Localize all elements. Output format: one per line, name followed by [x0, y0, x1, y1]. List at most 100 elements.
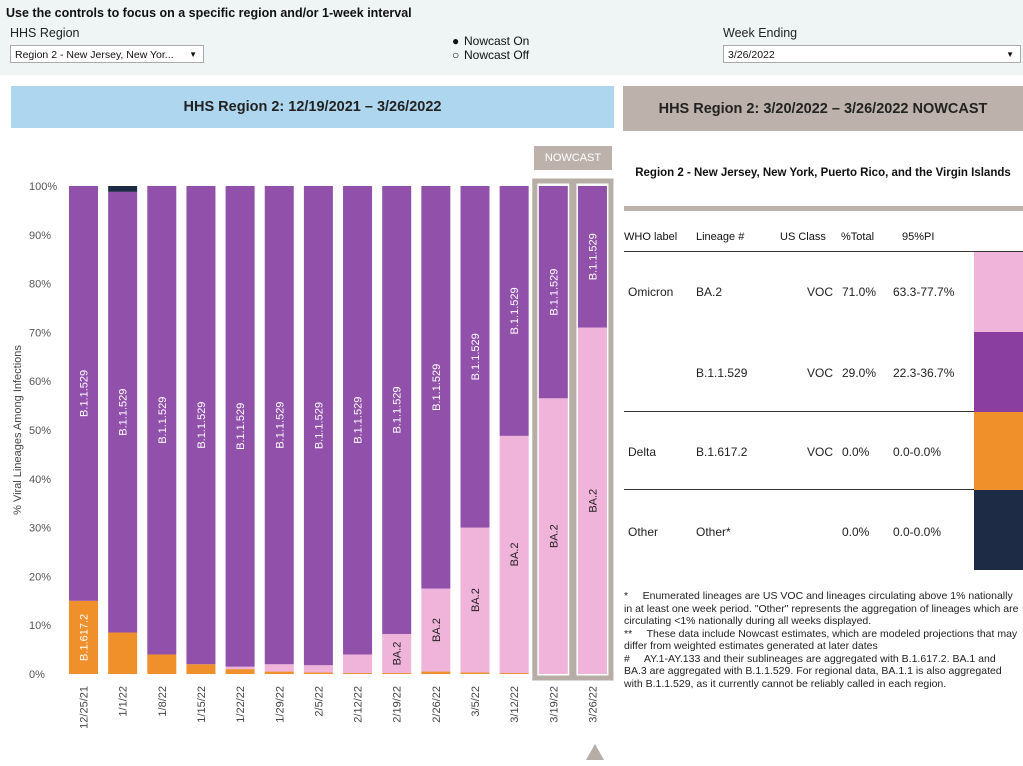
bar-segment-ba-2 [382, 633, 412, 674]
bar-label: B.1.617.2 [79, 614, 91, 661]
y-tick-label: 50% [29, 425, 51, 437]
y-axis-title: % Viral Lineages Among Infections [12, 345, 24, 515]
bar-segment-b-1-617-2 [69, 600, 98, 674]
bar-segment-ba-2 [499, 435, 529, 674]
row-us-class: VOC [807, 285, 834, 299]
y-tick-label: 60% [29, 376, 51, 388]
bar-label: B.1.1.529 [196, 402, 208, 449]
bar-label: B.1.1.529 [118, 389, 130, 436]
bar-label: B.1.1.529 [392, 386, 404, 433]
bar-label: B.1.1.529 [235, 403, 247, 450]
bar-label: BA.2 [392, 642, 404, 666]
row-pi: 22.3-36.7% [893, 366, 955, 380]
bar-segment-ba-2 [225, 666, 255, 670]
nowcast-tag-label: NOWCAST [544, 152, 602, 164]
bar-segment-ba-2 [303, 665, 333, 673]
row-pct: 0.0% [842, 445, 870, 459]
radio-unselected-icon: ○ [452, 48, 460, 62]
week-label: Week Ending [723, 26, 798, 40]
bar-label: B.1.1.529 [509, 287, 521, 334]
bar-segment-b-1-1-529 [421, 186, 451, 589]
bar-label: BA.2 [431, 618, 443, 642]
nowcast-on-label: Nowcast On [464, 34, 530, 48]
controls-panel: Use the controls to focus on a specific … [0, 0, 1023, 75]
bar-segment-b-1-1-529 [108, 191, 138, 633]
row-lineage: B.1.1.529 [696, 366, 748, 380]
bar-label: B.1.1.529 [313, 402, 325, 449]
header-pi: 95%PI [902, 231, 935, 243]
row-pi: 0.0-0.0% [893, 445, 942, 459]
x-tick-label: 2/19/22 [392, 686, 404, 723]
row-us-class: VOC [807, 445, 834, 459]
y-tick-label: 90% [29, 230, 51, 242]
bar-segment-b-1-617-2 [303, 672, 333, 674]
x-tick-label: 3/12/22 [509, 686, 521, 723]
x-tick-label: 1/15/22 [196, 686, 208, 723]
chevron-down-icon: ▼ [189, 50, 197, 59]
controls-title: Use the controls to focus on a specific … [6, 6, 412, 20]
x-tick-label: 1/8/22 [157, 686, 169, 717]
nowcast-highlight [571, 178, 614, 681]
bar-segment-b-1-617-2 [499, 673, 529, 674]
bar-label: BA.2 [509, 543, 521, 567]
row-lineage: BA.2 [696, 285, 723, 299]
header-pct: %Total [841, 231, 875, 243]
lineage-swatch [974, 412, 1023, 490]
bar-segment-b-1-1-529 [147, 186, 177, 655]
footnote-3: # AY.1-AY.133 and their sublineages are … [624, 652, 1005, 690]
lineage-swatch [974, 332, 1023, 412]
y-tick-label: 80% [29, 279, 51, 291]
bar-segment-b-1-617-2 [343, 673, 373, 674]
x-tick-label: 1/29/22 [274, 686, 286, 723]
y-tick-label: 10% [29, 620, 51, 632]
row-us-class: VOC [807, 366, 834, 380]
region-select-value: Region 2 - New Jersey, New Yor... [15, 49, 174, 61]
radio-nowcast-off[interactable]: ○ Nowcast Off [452, 48, 529, 62]
header-who: WHO label [624, 231, 678, 243]
week-select[interactable]: 3/26/2022 ▼ [723, 45, 1021, 63]
row-pct: 0.0% [842, 525, 870, 539]
bar-segment-b-1-617-2 [225, 669, 255, 674]
x-tick-label: 3/5/22 [470, 686, 482, 717]
row-who: Delta [628, 445, 657, 459]
right-banner: HHS Region 2: 3/20/2022 – 3/26/2022 NOWC… [623, 86, 1023, 131]
region-select[interactable]: Region 2 - New Jersey, New Yor... ▼ [10, 45, 204, 63]
lineage-swatch [974, 490, 1023, 570]
bar-segment-ba-2 [538, 398, 568, 674]
x-tick-label: 1/22/22 [235, 686, 247, 723]
bar-label: BA.2 [470, 588, 482, 612]
bar-segment-b-1-617-2 [421, 671, 451, 674]
radio-selected-icon: ● [452, 34, 460, 48]
lineage-swatch [974, 252, 1023, 332]
x-tick-label: 2/5/22 [313, 686, 325, 717]
bar-label: B.1.1.529 [157, 397, 169, 444]
bar-segment-ba-2 [343, 654, 373, 674]
bar-segment-b-1-1-529 [577, 186, 607, 328]
bar-segment-ba-2 [421, 588, 451, 672]
bar-label: B.1.1.529 [548, 269, 560, 316]
bar-label: BA.2 [587, 489, 599, 513]
week-select-value: 3/26/2022 [728, 49, 775, 61]
scroll-up-triangle-icon[interactable] [586, 744, 604, 760]
y-tick-label: 0% [29, 669, 45, 681]
header-lineage: Lineage # [696, 231, 745, 243]
region-label: HHS Region [10, 26, 80, 40]
row-who: Other [628, 525, 659, 539]
bar-segment-b-1-617-2 [186, 664, 216, 674]
bar-segment-b-1-1-529 [343, 186, 373, 655]
x-tick-label: 1/1/22 [118, 686, 130, 717]
bar-segment-b-1-617-2 [147, 654, 177, 674]
left-banner-title: HHS Region 2: 12/19/2021 – 3/26/2022 [183, 99, 442, 115]
footnote-2: ** These data include Nowcast estimates,… [624, 627, 1021, 653]
bar-segment-b-1-1-529 [382, 186, 412, 634]
bar-segment-b-1-1-529 [69, 186, 98, 601]
bar-label: BA.2 [548, 524, 560, 548]
table-region-title: Region 2 - New Jersey, New York, Puerto … [635, 167, 1011, 179]
table-divider [624, 411, 1023, 412]
chevron-down-icon: ▼ [1006, 50, 1014, 59]
x-tick-label: 3/26/22 [587, 686, 599, 723]
bar-label: B.1.1.529 [470, 333, 482, 380]
x-tick-label: 2/12/22 [353, 686, 365, 723]
table-divider [624, 489, 1023, 490]
radio-nowcast-on[interactable]: ● Nowcast On [452, 34, 529, 48]
